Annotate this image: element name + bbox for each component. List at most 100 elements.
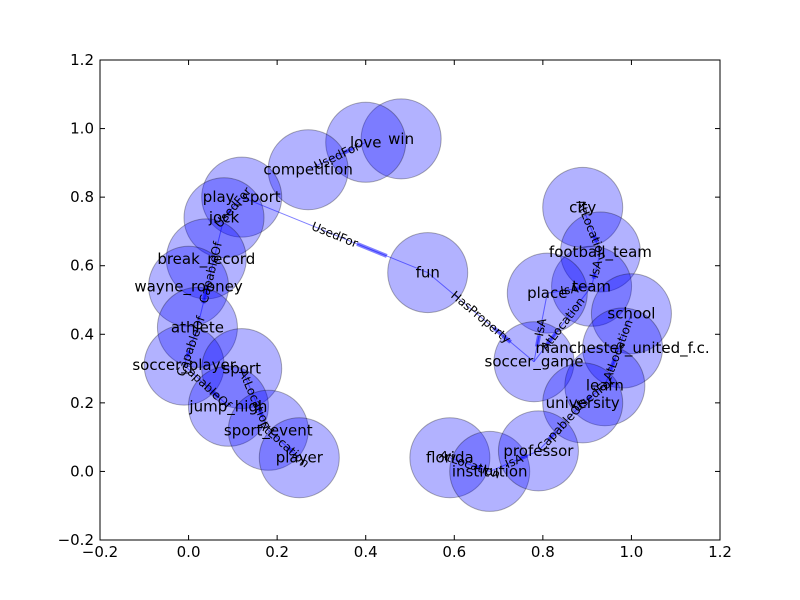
edge-arrow — [534, 335, 542, 348]
node-label: institution — [452, 462, 528, 480]
node-label: team — [572, 277, 611, 295]
node-circle — [143, 324, 225, 406]
node-circle — [590, 273, 672, 355]
node-label: wayne_rooney — [134, 277, 242, 296]
node-circle — [542, 166, 624, 248]
node-label: sport_event — [224, 421, 313, 440]
node-label: school — [607, 305, 655, 323]
edge-arrow — [492, 326, 512, 344]
edge-line — [591, 251, 601, 287]
y-tick-label: 1.2 — [70, 51, 94, 69]
y-axis: −0.2 0.0 0.2 0.4 0.6 0.8 1.0 1.2 — [58, 51, 720, 549]
node-label: university — [546, 394, 620, 412]
node-circle — [201, 156, 283, 238]
node-label: break_record — [157, 250, 255, 269]
node-circle — [387, 232, 469, 314]
node-circle — [449, 430, 531, 512]
node-label: jock — [208, 209, 240, 227]
edge-arrow — [545, 331, 558, 347]
edge-arrow — [586, 394, 593, 401]
node-label: play_sport — [203, 188, 281, 207]
y-tick-label: 0.2 — [70, 394, 94, 412]
node-label: athlete — [171, 318, 224, 336]
edge-arrow — [286, 445, 294, 454]
node-circle — [325, 101, 407, 183]
edge-line — [241, 196, 428, 274]
edge-line — [427, 272, 535, 363]
x-tick-label: 1.2 — [708, 543, 732, 561]
node-label: football_team — [549, 243, 652, 262]
node-label: jump_high — [188, 397, 267, 416]
edge-arrow — [591, 272, 597, 280]
node-circle — [156, 286, 238, 368]
edge-line — [307, 141, 366, 171]
node-circle — [582, 307, 664, 389]
edge-arrow — [356, 242, 388, 258]
node-label: player — [276, 449, 324, 467]
y-tick-label: 0.0 — [70, 462, 94, 480]
edge-line — [196, 217, 225, 328]
node-circle — [542, 362, 624, 444]
node-circle — [409, 417, 491, 499]
edge-label: IsA — [587, 258, 605, 280]
edge-label: IsA — [532, 316, 549, 337]
node-label: soccer_player — [132, 356, 236, 375]
edge-line — [582, 385, 606, 404]
edge-label: IsA — [503, 451, 526, 471]
plot-frame — [99, 59, 721, 541]
node-label: place — [527, 284, 567, 302]
y-tick-label: 0.8 — [70, 188, 94, 206]
edge-line — [183, 327, 198, 366]
edge-line — [449, 457, 490, 472]
node-circle — [559, 211, 641, 293]
edge-arrow — [574, 285, 583, 291]
edge-arrow — [608, 357, 617, 371]
node-circle — [183, 177, 265, 259]
x-tick-label: 0.4 — [354, 543, 378, 561]
node-label: win — [388, 130, 414, 148]
node-circle — [165, 218, 247, 300]
y-tick-label: 0.4 — [70, 325, 94, 343]
x-tick-label: 0.6 — [442, 543, 466, 561]
node-circle — [360, 98, 442, 180]
edges-layer — [183, 141, 632, 472]
edge-line — [223, 196, 243, 219]
edge-arrow — [256, 406, 265, 418]
edge-line — [489, 450, 539, 472]
node-circle — [551, 245, 633, 327]
x-tick-label: 1.0 — [619, 543, 643, 561]
node-label: competition — [263, 161, 353, 179]
node-circle — [267, 129, 349, 211]
edge-line — [533, 293, 548, 362]
edge-line — [547, 285, 592, 294]
edge-arrow — [591, 234, 599, 243]
y-tick-label: 1.0 — [70, 120, 94, 138]
node-circle — [258, 417, 340, 499]
node-circle — [564, 345, 646, 427]
edge-arrow — [201, 285, 210, 304]
edge-line — [582, 207, 601, 253]
edge-line — [538, 402, 584, 452]
edge-arrow — [473, 464, 482, 471]
edge-arrow — [210, 389, 221, 399]
node-label: sport — [222, 360, 261, 378]
y-tick-label: 0.6 — [70, 257, 94, 275]
node-circle — [187, 365, 269, 447]
node-label: manchester_united_f.c. — [535, 339, 709, 358]
node-label: professor — [503, 442, 574, 460]
node-circle — [493, 321, 575, 403]
edge-line — [604, 313, 632, 386]
edge-line — [267, 429, 300, 459]
node-circle — [227, 389, 309, 471]
x-tick-label: 0.2 — [265, 543, 289, 561]
edge-line — [241, 368, 269, 431]
x-tick-label: 0.8 — [531, 543, 555, 561]
x-tick-label: −0.2 — [82, 543, 118, 561]
node-label: fun — [416, 264, 440, 282]
edge-arrow — [546, 431, 557, 442]
y-tick-label: −0.2 — [58, 531, 94, 549]
edge-arrow — [185, 350, 192, 358]
node-label: city — [569, 198, 596, 216]
